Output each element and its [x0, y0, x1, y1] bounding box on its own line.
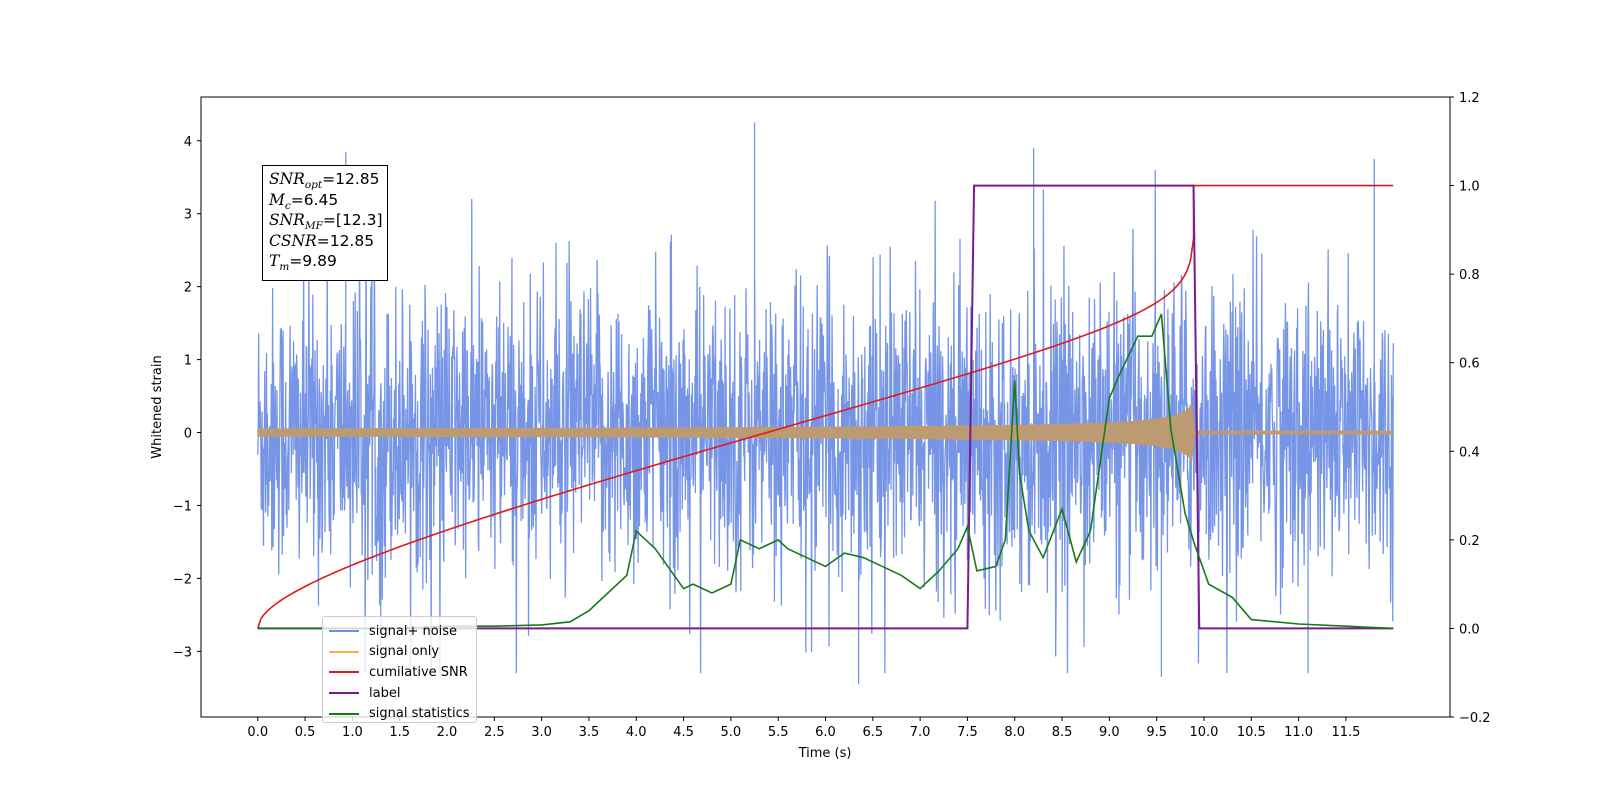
series-signal-only — [257, 403, 1394, 462]
x-tick-label: 0.0 — [247, 725, 268, 740]
x-tick-label: 10.0 — [1190, 725, 1219, 740]
x-tick-label: 5.5 — [768, 725, 789, 740]
x-tick-label: 9.0 — [1099, 725, 1120, 740]
legend-swatch — [329, 630, 359, 633]
x-tick-label: 3.5 — [579, 725, 600, 740]
y2-tick-label: 1.2 — [1459, 91, 1480, 106]
legend-swatch — [329, 650, 359, 653]
x-tick-label: 2.5 — [484, 725, 505, 740]
annotation-line: SNRopt=12.85 — [269, 170, 380, 192]
annotation-line: CSNR=12.85 — [269, 231, 375, 250]
legend-item: signal statistics — [329, 703, 470, 724]
x-tick-label: 3.0 — [531, 725, 552, 740]
y-tick-label: −1 — [173, 499, 192, 514]
y-tick-label: 0 — [184, 427, 192, 442]
y2-tick-label: −0.2 — [1459, 711, 1491, 726]
x-tick-label: 11.5 — [1331, 725, 1360, 740]
legend-label: cumilative SNR — [369, 664, 468, 680]
y-tick-label: −2 — [173, 572, 192, 587]
annotation-box: SNRopt=12.85 Mc=6.45 SNRMF=[12.3] CSNR=12.8… — [262, 165, 388, 281]
y-tick-label: 2 — [184, 281, 192, 296]
y-tick-label: 4 — [184, 135, 192, 150]
legend-item: label — [329, 683, 470, 704]
x-tick-label: 9.5 — [1146, 725, 1167, 740]
x-tick-label: 5.0 — [721, 725, 742, 740]
y2-tick-label: 0.2 — [1459, 534, 1480, 549]
x-tick-label: 7.0 — [910, 725, 931, 740]
y-axis-label: Whitened strain — [150, 355, 165, 458]
legend-label: signal statistics — [369, 706, 470, 722]
x-tick-label: 0.5 — [295, 725, 316, 740]
plot-area — [257, 122, 1394, 685]
y-tick-label: 3 — [184, 208, 192, 223]
x-tick-label: 11.0 — [1284, 725, 1313, 740]
series-cumulative-snr — [257, 184, 1394, 629]
x-tick-label: 1.0 — [342, 725, 363, 740]
x-tick-label: 2.0 — [437, 725, 458, 740]
y2-tick-label: 0.4 — [1459, 445, 1480, 460]
y2-tick-label: 0.0 — [1459, 622, 1480, 637]
x-tick-label: 1.5 — [389, 725, 410, 740]
legend-item: signal only — [329, 642, 470, 663]
y-tick-label: 1 — [184, 354, 192, 369]
legend-swatch — [329, 692, 359, 695]
series-label — [257, 184, 1394, 630]
x-tick-label: 4.5 — [673, 725, 694, 740]
y2-tick-label: 0.6 — [1459, 357, 1480, 372]
legend-label: signal+ noise — [369, 623, 458, 639]
x-tick-label: 8.0 — [1004, 725, 1025, 740]
legend-item: signal+ noise — [329, 621, 470, 642]
x-tick-label: 4.0 — [626, 725, 647, 740]
x-axis-label: Time (s) — [798, 746, 852, 761]
legend-swatch — [329, 671, 359, 674]
x-tick-label: 7.5 — [957, 725, 978, 740]
legend: signal+ noise signal only cumilative SNR la… — [322, 616, 477, 723]
series-signal-noise — [257, 122, 1394, 685]
y2-tick-label: 0.8 — [1459, 268, 1480, 283]
annotation-line: Tm=9.89 — [269, 252, 337, 274]
x-tick-label: 6.5 — [862, 725, 883, 740]
legend-label: signal only — [369, 644, 440, 660]
y2-tick-label: 1.0 — [1459, 180, 1480, 195]
annotation-line: SNRMF=[12.3] — [269, 211, 383, 233]
axes: 0.0 0.5 1.0 1.5 2.0 2.5 3.0 3.5 4.0 4.5 5.0 5.5 6.0 6… — [173, 91, 1491, 740]
x-tick-label: 8.5 — [1052, 725, 1073, 740]
x-tick-label: 6.0 — [815, 725, 836, 740]
legend-item: cumilative SNR — [329, 662, 470, 683]
series-signal-statistics — [257, 313, 1394, 630]
legend-swatch — [329, 712, 359, 715]
annotation-line: Mc=6.45 — [269, 190, 339, 212]
legend-label: label — [369, 685, 401, 701]
x-tick-label: 10.5 — [1237, 725, 1266, 740]
y-tick-label: −3 — [173, 645, 192, 660]
